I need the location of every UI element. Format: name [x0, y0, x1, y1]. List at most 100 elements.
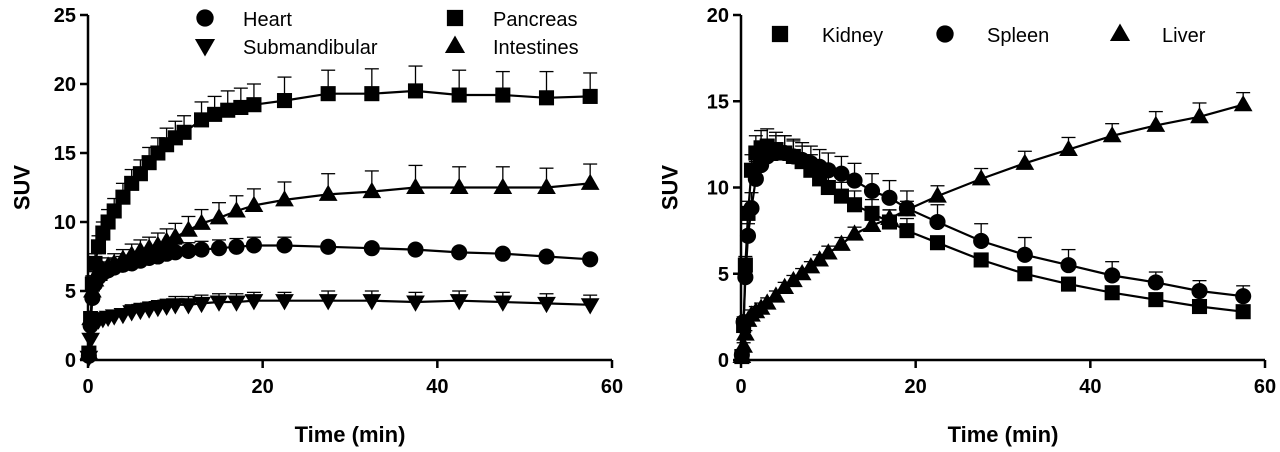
data-point [180, 242, 197, 260]
data-point [244, 294, 264, 311]
data-point [743, 200, 760, 217]
data-point [494, 245, 511, 262]
data-point [209, 295, 229, 312]
data-point [244, 195, 264, 212]
data-point [1191, 282, 1208, 300]
legend-label: Intestines [493, 37, 579, 59]
data-point [122, 245, 142, 262]
data-point [451, 244, 468, 261]
data-point [167, 244, 184, 261]
y-tick-label: 20 [707, 5, 729, 27]
data-point [1017, 266, 1033, 282]
x-tick-label: 40 [1079, 376, 1101, 398]
data-point [81, 308, 100, 326]
data-point [1016, 246, 1033, 263]
data-point [495, 87, 511, 103]
data-point [1191, 298, 1208, 315]
data-point [929, 235, 946, 251]
series-spleen [733, 135, 1252, 363]
data-point [165, 227, 185, 244]
chart-right-panel: 0 5 10 15 20 0 20 40 60 Time (min) SUV Kidney Spleen… [658, 5, 1276, 447]
data-point [276, 237, 293, 254]
data-point [1102, 126, 1122, 143]
data-point [245, 237, 262, 254]
data-point [820, 162, 837, 179]
x-axis-title: Time (min) [948, 422, 1059, 447]
data-point [775, 277, 795, 295]
data-point [757, 293, 777, 310]
data-point [1148, 292, 1164, 308]
data-point [363, 240, 380, 257]
y-tick-label: 10 [54, 212, 76, 234]
data-point [897, 200, 917, 217]
data-point [106, 203, 122, 219]
data-point [1104, 267, 1121, 284]
legend-marker [771, 25, 789, 43]
series-line [87, 182, 591, 354]
data-point [207, 106, 223, 122]
data-point [148, 235, 168, 252]
x-tick-label: 60 [1254, 376, 1276, 398]
x-tick-label: 0 [735, 376, 746, 398]
data-point [362, 181, 382, 199]
data-point [1190, 107, 1209, 124]
chart-left-panel: 0 5 10 15 20 25 0 20 40 60 Time (min) SUV Heart Pancr… [10, 5, 623, 447]
x-tick-label: 20 [905, 376, 927, 398]
data-point [79, 343, 99, 360]
data-point [192, 213, 211, 230]
data-point [1147, 274, 1164, 291]
data-point [407, 241, 424, 258]
series-liver [732, 91, 1253, 364]
data-point [1060, 276, 1077, 292]
legend-marker [936, 25, 954, 43]
data-point [739, 227, 757, 244]
series-line [740, 103, 1244, 357]
data-point [449, 177, 469, 194]
data-point [179, 220, 198, 237]
y-tick-label: 0 [718, 350, 729, 372]
data-point [246, 97, 262, 113]
data-point [193, 112, 210, 128]
data-point [275, 294, 294, 311]
data-point [881, 189, 898, 206]
x-tick-label: 40 [426, 376, 448, 398]
data-point [275, 190, 294, 207]
data-point [451, 87, 467, 103]
data-point [115, 189, 131, 205]
data-point [157, 231, 176, 248]
data-point [1104, 285, 1120, 301]
data-point [193, 241, 210, 258]
data-point [406, 295, 425, 312]
data-point [493, 295, 513, 312]
legend-label: Spleen [987, 25, 1049, 47]
data-point [318, 184, 338, 201]
data-point [1233, 94, 1253, 112]
y-tick-label: 5 [718, 264, 729, 286]
data-point [233, 99, 249, 115]
data-point [928, 186, 947, 203]
data-point [846, 197, 863, 213]
legend-label: Liver [1162, 25, 1206, 47]
data-point [537, 177, 556, 194]
data-point [732, 346, 752, 364]
y-tick-label: 10 [707, 178, 729, 200]
data-point [973, 252, 989, 268]
data-point [113, 249, 133, 266]
data-point [832, 234, 851, 251]
data-point [318, 294, 338, 311]
data-point [209, 208, 229, 225]
legend-marker [1109, 23, 1131, 41]
data-point [766, 286, 786, 303]
data-point [1059, 139, 1078, 157]
series-line [87, 89, 591, 354]
data-point [863, 182, 881, 200]
data-point [90, 239, 107, 255]
data-point [973, 232, 990, 250]
y-tick-label: 0 [65, 350, 76, 372]
data-point [1235, 304, 1251, 320]
data-point [227, 201, 246, 218]
data-point [220, 102, 236, 118]
data-point [449, 294, 469, 311]
data-point [582, 251, 599, 268]
data-point [862, 215, 882, 232]
